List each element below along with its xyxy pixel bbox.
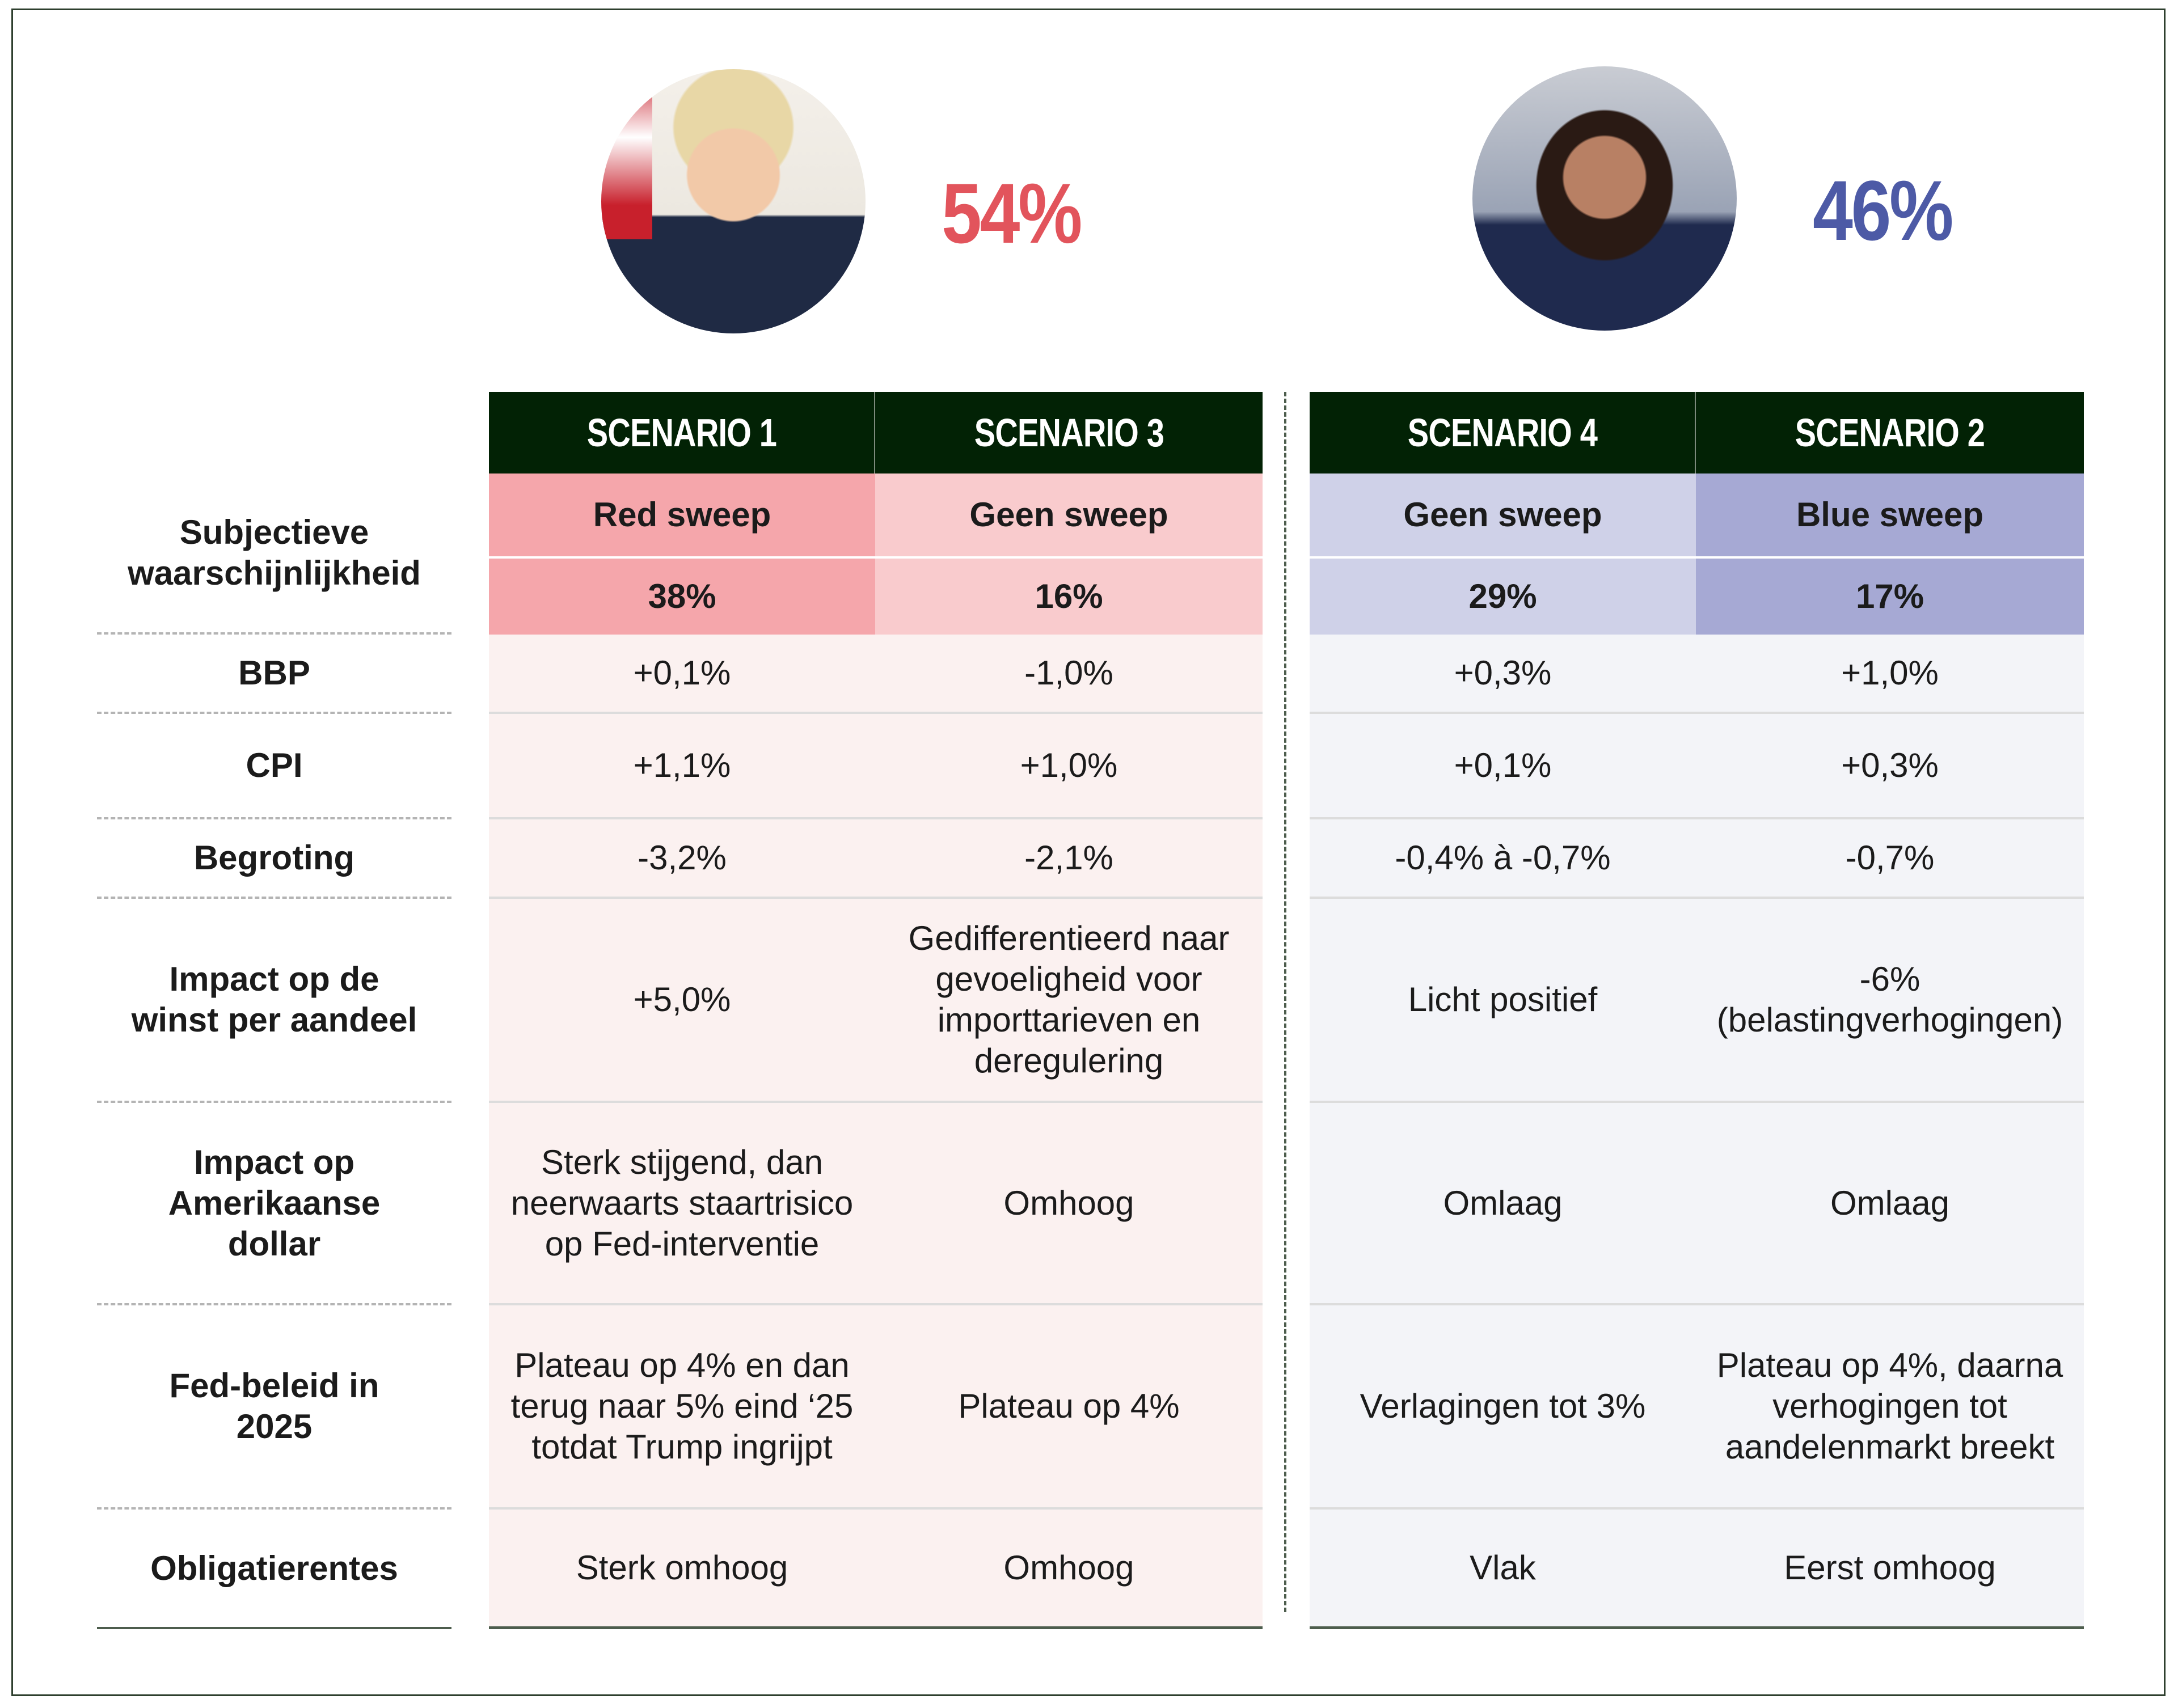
table-cell: -0,7%	[1696, 819, 2084, 899]
scenario-probability: 16%	[875, 559, 1263, 635]
table-cell: Omhoog	[875, 1103, 1263, 1305]
scenario-header-label: SCENARIO 2	[1795, 411, 1985, 455]
trump-portrait	[601, 69, 866, 333]
table-cell: +1,0%	[875, 714, 1263, 819]
table-cell: Sterk omhoog	[489, 1510, 875, 1629]
scenario-probability: 17%	[1696, 559, 2084, 635]
scenario-header: SCENARIO 1	[489, 392, 875, 473]
row-label: Fed-beleid in 2025	[97, 1305, 451, 1510]
trump-probability: 54%	[942, 166, 1082, 261]
scenario-sweep: Red sweep	[489, 473, 875, 559]
table-cell: +0,1%	[489, 635, 875, 714]
table-cell: Sterk stijgend, dan neerwaarts staartris…	[489, 1103, 875, 1305]
row-label: Impact op de winst per aandeel	[97, 899, 451, 1103]
table-cell: Vlak	[1310, 1510, 1696, 1629]
row-label: Obligatierentes	[97, 1510, 451, 1629]
harris-probability: 46%	[1813, 163, 1953, 258]
row-label: BBP	[97, 635, 451, 714]
row-label-probability: Subjectieve waarschijnlijkheid	[97, 473, 451, 635]
row-label: CPI	[97, 714, 451, 819]
table-cell: Plateau op 4%, daarna verhogingen tot aa…	[1696, 1305, 2084, 1510]
scenario-probability: 38%	[489, 559, 875, 635]
table-cell: +0,1%	[1310, 714, 1696, 819]
table-cell: -3,2%	[489, 819, 875, 899]
row-label: Begroting	[97, 819, 451, 899]
table-cell: +1,1%	[489, 714, 875, 819]
table-cell: +5,0%	[489, 899, 875, 1103]
scenario-header: SCENARIO 2	[1696, 392, 2084, 473]
table-cell: +0,3%	[1696, 714, 2084, 819]
table-cell: +0,3%	[1310, 635, 1696, 714]
table-cell: Gedifferentieerd naar gevoeligheid voor …	[875, 899, 1263, 1103]
scenario-header: SCENARIO 3	[875, 392, 1263, 473]
table-cell: Omlaag	[1696, 1103, 2084, 1305]
scenario-header-label: SCENARIO 4	[1407, 411, 1597, 455]
scenario-sweep: Blue sweep	[1696, 473, 2084, 559]
table-cell: +1,0%	[1696, 635, 2084, 714]
table-cell: Omlaag	[1310, 1103, 1696, 1305]
table-cell: -0,4% à -0,7%	[1310, 819, 1696, 899]
table-cell: Eerst omhoog	[1696, 1510, 2084, 1629]
table-cell: -6% (belastingverhogingen)	[1696, 899, 2084, 1103]
harris-portrait	[1472, 66, 1737, 331]
table-cell: Omhoog	[875, 1510, 1263, 1629]
scenario-sweep: Geen sweep	[875, 473, 1263, 559]
table-cell: -1,0%	[875, 635, 1263, 714]
table-cell: Plateau op 4% en dan terug naar 5% eind …	[489, 1305, 875, 1510]
scenario-header: SCENARIO 4	[1310, 392, 1696, 473]
scenario-header-label: SCENARIO 1	[586, 411, 776, 455]
row-label: Impact op Amerikaanse dollar	[97, 1103, 451, 1305]
table-cell: Plateau op 4%	[875, 1305, 1263, 1510]
scenario-table: SCENARIO 1 Red sweep 38% SCENARIO 3 Geen swe…	[97, 392, 2084, 1629]
page-frame	[11, 9, 2166, 1696]
table-cell: -2,1%	[875, 819, 1263, 899]
table-cell: Verlagingen tot 3%	[1310, 1305, 1696, 1510]
party-divider	[1284, 392, 1310, 1612]
scenario-probability: 29%	[1310, 559, 1696, 635]
table-cell: Licht positief	[1310, 899, 1696, 1103]
scenario-header-label: SCENARIO 3	[974, 411, 1164, 455]
scenario-sweep: Geen sweep	[1310, 473, 1696, 559]
